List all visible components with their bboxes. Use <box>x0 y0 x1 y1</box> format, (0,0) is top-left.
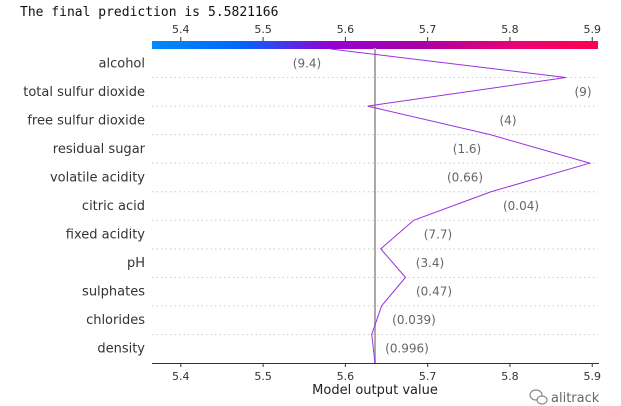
bottom-tick-label: 5.6 <box>337 370 355 383</box>
feature-value-label: (0.04) <box>503 199 539 213</box>
top-tick-label: 5.6 <box>337 23 355 36</box>
top-tick-label: 5.9 <box>583 23 601 36</box>
decision-path-line <box>330 48 592 364</box>
feature-label: alcohol <box>99 56 145 71</box>
top-tick-label: 5.7 <box>419 23 437 36</box>
colorbar <box>152 41 598 49</box>
feature-label: residual sugar <box>53 142 146 157</box>
bottom-tick-label: 5.5 <box>254 370 272 383</box>
feature-value-label: (9.4) <box>293 56 321 70</box>
feature-label: fixed acidity <box>66 228 146 243</box>
feature-label: chlorides <box>86 313 145 328</box>
feature-value-label: (0.996) <box>385 342 429 356</box>
chart-title: The final prediction is 5.5821166 <box>20 5 278 20</box>
feature-value-label: (0.039) <box>392 313 436 327</box>
feature-value-label: (0.66) <box>447 170 483 184</box>
x-axis-label: Model output value <box>312 383 438 398</box>
feature-value-label: (0.47) <box>416 285 452 299</box>
feature-label: total sulfur dioxide <box>23 85 145 100</box>
feature-value-label: (3.4) <box>416 256 444 270</box>
feature-label: volatile acidity <box>50 170 145 185</box>
feature-label: density <box>97 342 145 357</box>
top-tick-label: 5.4 <box>172 23 190 36</box>
feature-label: free sulfur dioxide <box>27 113 145 128</box>
feature-value-label: (7.7) <box>424 228 452 242</box>
svg-text:alitrack: alitrack <box>551 391 600 406</box>
feature-label: pH <box>127 256 145 271</box>
top-tick-label: 5.5 <box>254 23 272 36</box>
bottom-tick-label: 5.9 <box>583 370 601 383</box>
watermark: alitrack <box>529 389 600 406</box>
feature-value-label: (4) <box>500 113 517 127</box>
bottom-tick-label: 5.7 <box>419 370 437 383</box>
feature-value-label: (9) <box>575 85 592 99</box>
top-tick-label: 5.8 <box>501 23 519 36</box>
wechat-icon <box>529 389 548 405</box>
feature-value-label: (1.6) <box>453 142 481 156</box>
bottom-tick-label: 5.8 <box>501 370 519 383</box>
feature-label: citric acid <box>82 199 145 214</box>
feature-label: sulphates <box>82 285 145 300</box>
bottom-tick-label: 5.4 <box>172 370 190 383</box>
